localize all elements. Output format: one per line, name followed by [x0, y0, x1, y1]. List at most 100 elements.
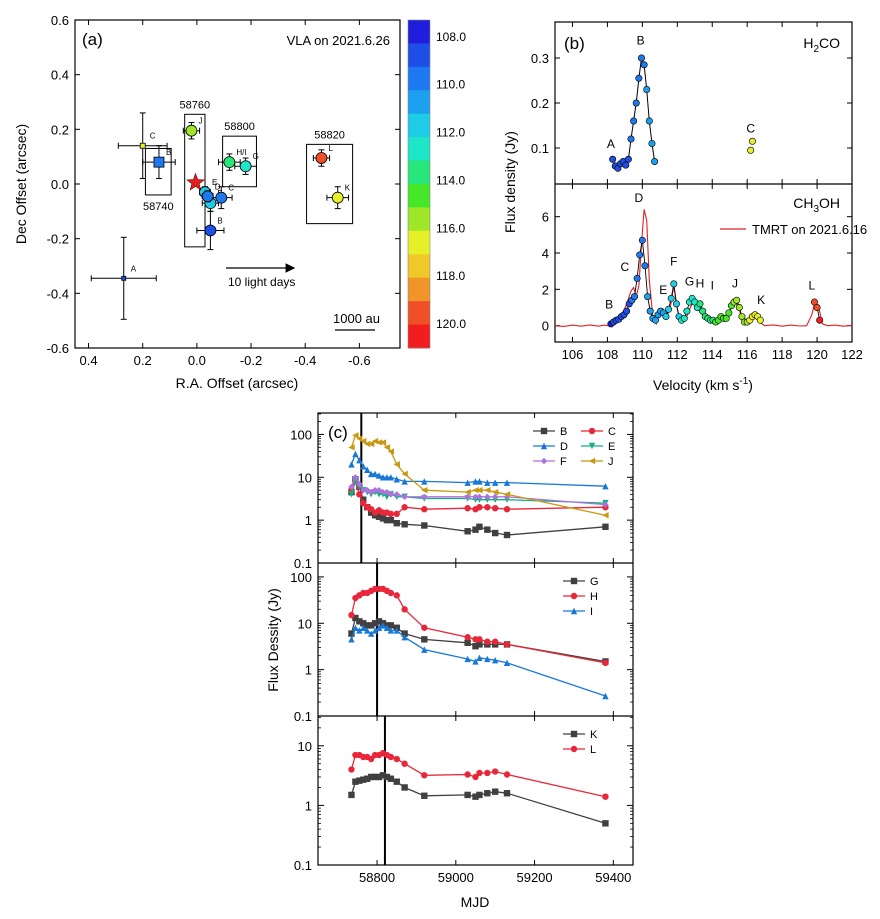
c-marker-circle — [367, 755, 375, 763]
c-marker-square — [367, 622, 375, 629]
c-marker-tri-left — [375, 439, 383, 446]
ch3oh-point — [646, 307, 654, 315]
ch3oh-point — [644, 293, 652, 301]
c-marker-tri-left — [421, 486, 428, 494]
c-marker-square — [360, 496, 367, 503]
h2co-point — [648, 140, 656, 148]
c-marker-triangle — [540, 442, 548, 450]
c-marker-tri-left — [464, 488, 471, 496]
a-point-label: B — [217, 216, 222, 225]
c-marker-circle — [472, 773, 479, 781]
c-marker-tri-left — [393, 461, 400, 468]
c-marker-square — [503, 790, 511, 797]
c-marker-square — [484, 526, 491, 533]
c-marker-square — [348, 791, 355, 799]
c-marker-square — [464, 528, 471, 535]
h2co-point — [643, 86, 651, 94]
c-marker-square — [540, 427, 548, 435]
h2co-label: B — [637, 34, 645, 48]
c-marker-triangle — [472, 658, 479, 665]
c-marker-diamond — [602, 501, 609, 508]
c-marker-triangle — [491, 479, 499, 486]
panel-b-label: (b) — [564, 34, 585, 53]
c-marker-square — [472, 793, 479, 800]
c-legend-label: I — [590, 606, 593, 618]
ch3oh-point — [672, 300, 680, 308]
a-point-label: G — [253, 152, 259, 161]
colorbar-segment — [408, 43, 430, 68]
h2co-point — [630, 117, 638, 125]
a-xtick-label: 0.4 — [80, 353, 98, 368]
c-legend-label: F — [560, 456, 567, 468]
c-marker-circle — [393, 592, 400, 599]
c-marker-square — [387, 516, 395, 524]
c-ytick-label: 0.1 — [294, 556, 312, 571]
b-xtick-label: 120 — [806, 347, 828, 362]
colorbar-tick-label: 116.0 — [436, 221, 465, 235]
a-point-square — [121, 275, 127, 281]
a-ytick-label: 0.4 — [51, 68, 69, 83]
c-marker-tri-left — [348, 444, 355, 451]
b-bottom-ytick-label: 0 — [542, 319, 549, 334]
c-marker-triangle — [401, 478, 408, 485]
c-marker-circle — [387, 510, 395, 518]
c-marker-circle — [491, 504, 499, 512]
colorbar-segment — [408, 113, 430, 138]
c-marker-square — [464, 639, 471, 646]
a-point-circle — [331, 191, 344, 204]
c-marker-circle — [393, 755, 400, 763]
b-top-ytick-label: 0.2 — [531, 96, 549, 111]
ch3oh-point — [725, 309, 733, 317]
c-marker-triangle — [383, 624, 391, 631]
mjd-box — [184, 113, 206, 248]
c-marker-square — [570, 577, 578, 585]
c-marker-square — [387, 775, 395, 782]
c-marker-tri-down — [588, 442, 596, 450]
b-xtick-label: 114 — [702, 347, 723, 362]
a-point-label: J — [198, 117, 202, 126]
c-marker-square — [401, 521, 408, 528]
c-marker-square — [379, 772, 387, 779]
c-marker-tri-left — [484, 486, 491, 494]
c-ytick-label: 100 — [290, 570, 312, 585]
c-marker-triangle — [364, 466, 371, 473]
colorbar-segment — [408, 137, 430, 162]
c-marker-circle — [356, 491, 363, 498]
c-marker-diamond — [352, 474, 359, 481]
c-ytick-label: 10 — [298, 616, 312, 631]
c-marker-diamond — [464, 493, 471, 501]
ch3oh-point — [680, 314, 688, 322]
c-ytick-label: 0.1 — [294, 709, 312, 724]
a-point-square — [139, 142, 146, 149]
c-marker-tri-left — [503, 491, 511, 498]
c-legend-label: B — [560, 426, 567, 438]
c-marker-square — [360, 620, 367, 627]
h2co-label: H2CO — [803, 35, 840, 55]
c-marker-triangle — [464, 479, 471, 486]
c-marker-triangle — [360, 463, 367, 470]
h2co-point — [640, 61, 648, 69]
c-marker-square — [352, 614, 359, 622]
c-marker-square — [421, 792, 428, 799]
c-ytick-label: 1 — [305, 798, 312, 813]
colorbar-segment — [408, 324, 430, 349]
h2co-point — [747, 146, 755, 154]
c-marker-triangle — [484, 479, 491, 486]
c-marker-square — [356, 618, 363, 625]
c-ytick-label: 0.1 — [294, 858, 312, 873]
a-point-label: L — [328, 144, 333, 153]
ch3oh-point — [665, 305, 673, 313]
h2co-point — [624, 155, 632, 163]
c-marker-circle — [387, 753, 395, 761]
c-marker-tri-down — [383, 493, 391, 501]
c-marker-diamond — [371, 486, 379, 494]
ch3oh-point — [670, 280, 678, 288]
c-marker-diamond — [401, 493, 408, 501]
ch3oh-point — [683, 307, 691, 315]
c-marker-triangle — [503, 479, 511, 486]
c-marker-diamond — [484, 493, 491, 501]
c-marker-triangle — [602, 692, 609, 700]
c-marker-tri-left — [472, 486, 479, 494]
c-marker-triangle — [464, 655, 471, 663]
c-marker-square — [602, 523, 609, 530]
